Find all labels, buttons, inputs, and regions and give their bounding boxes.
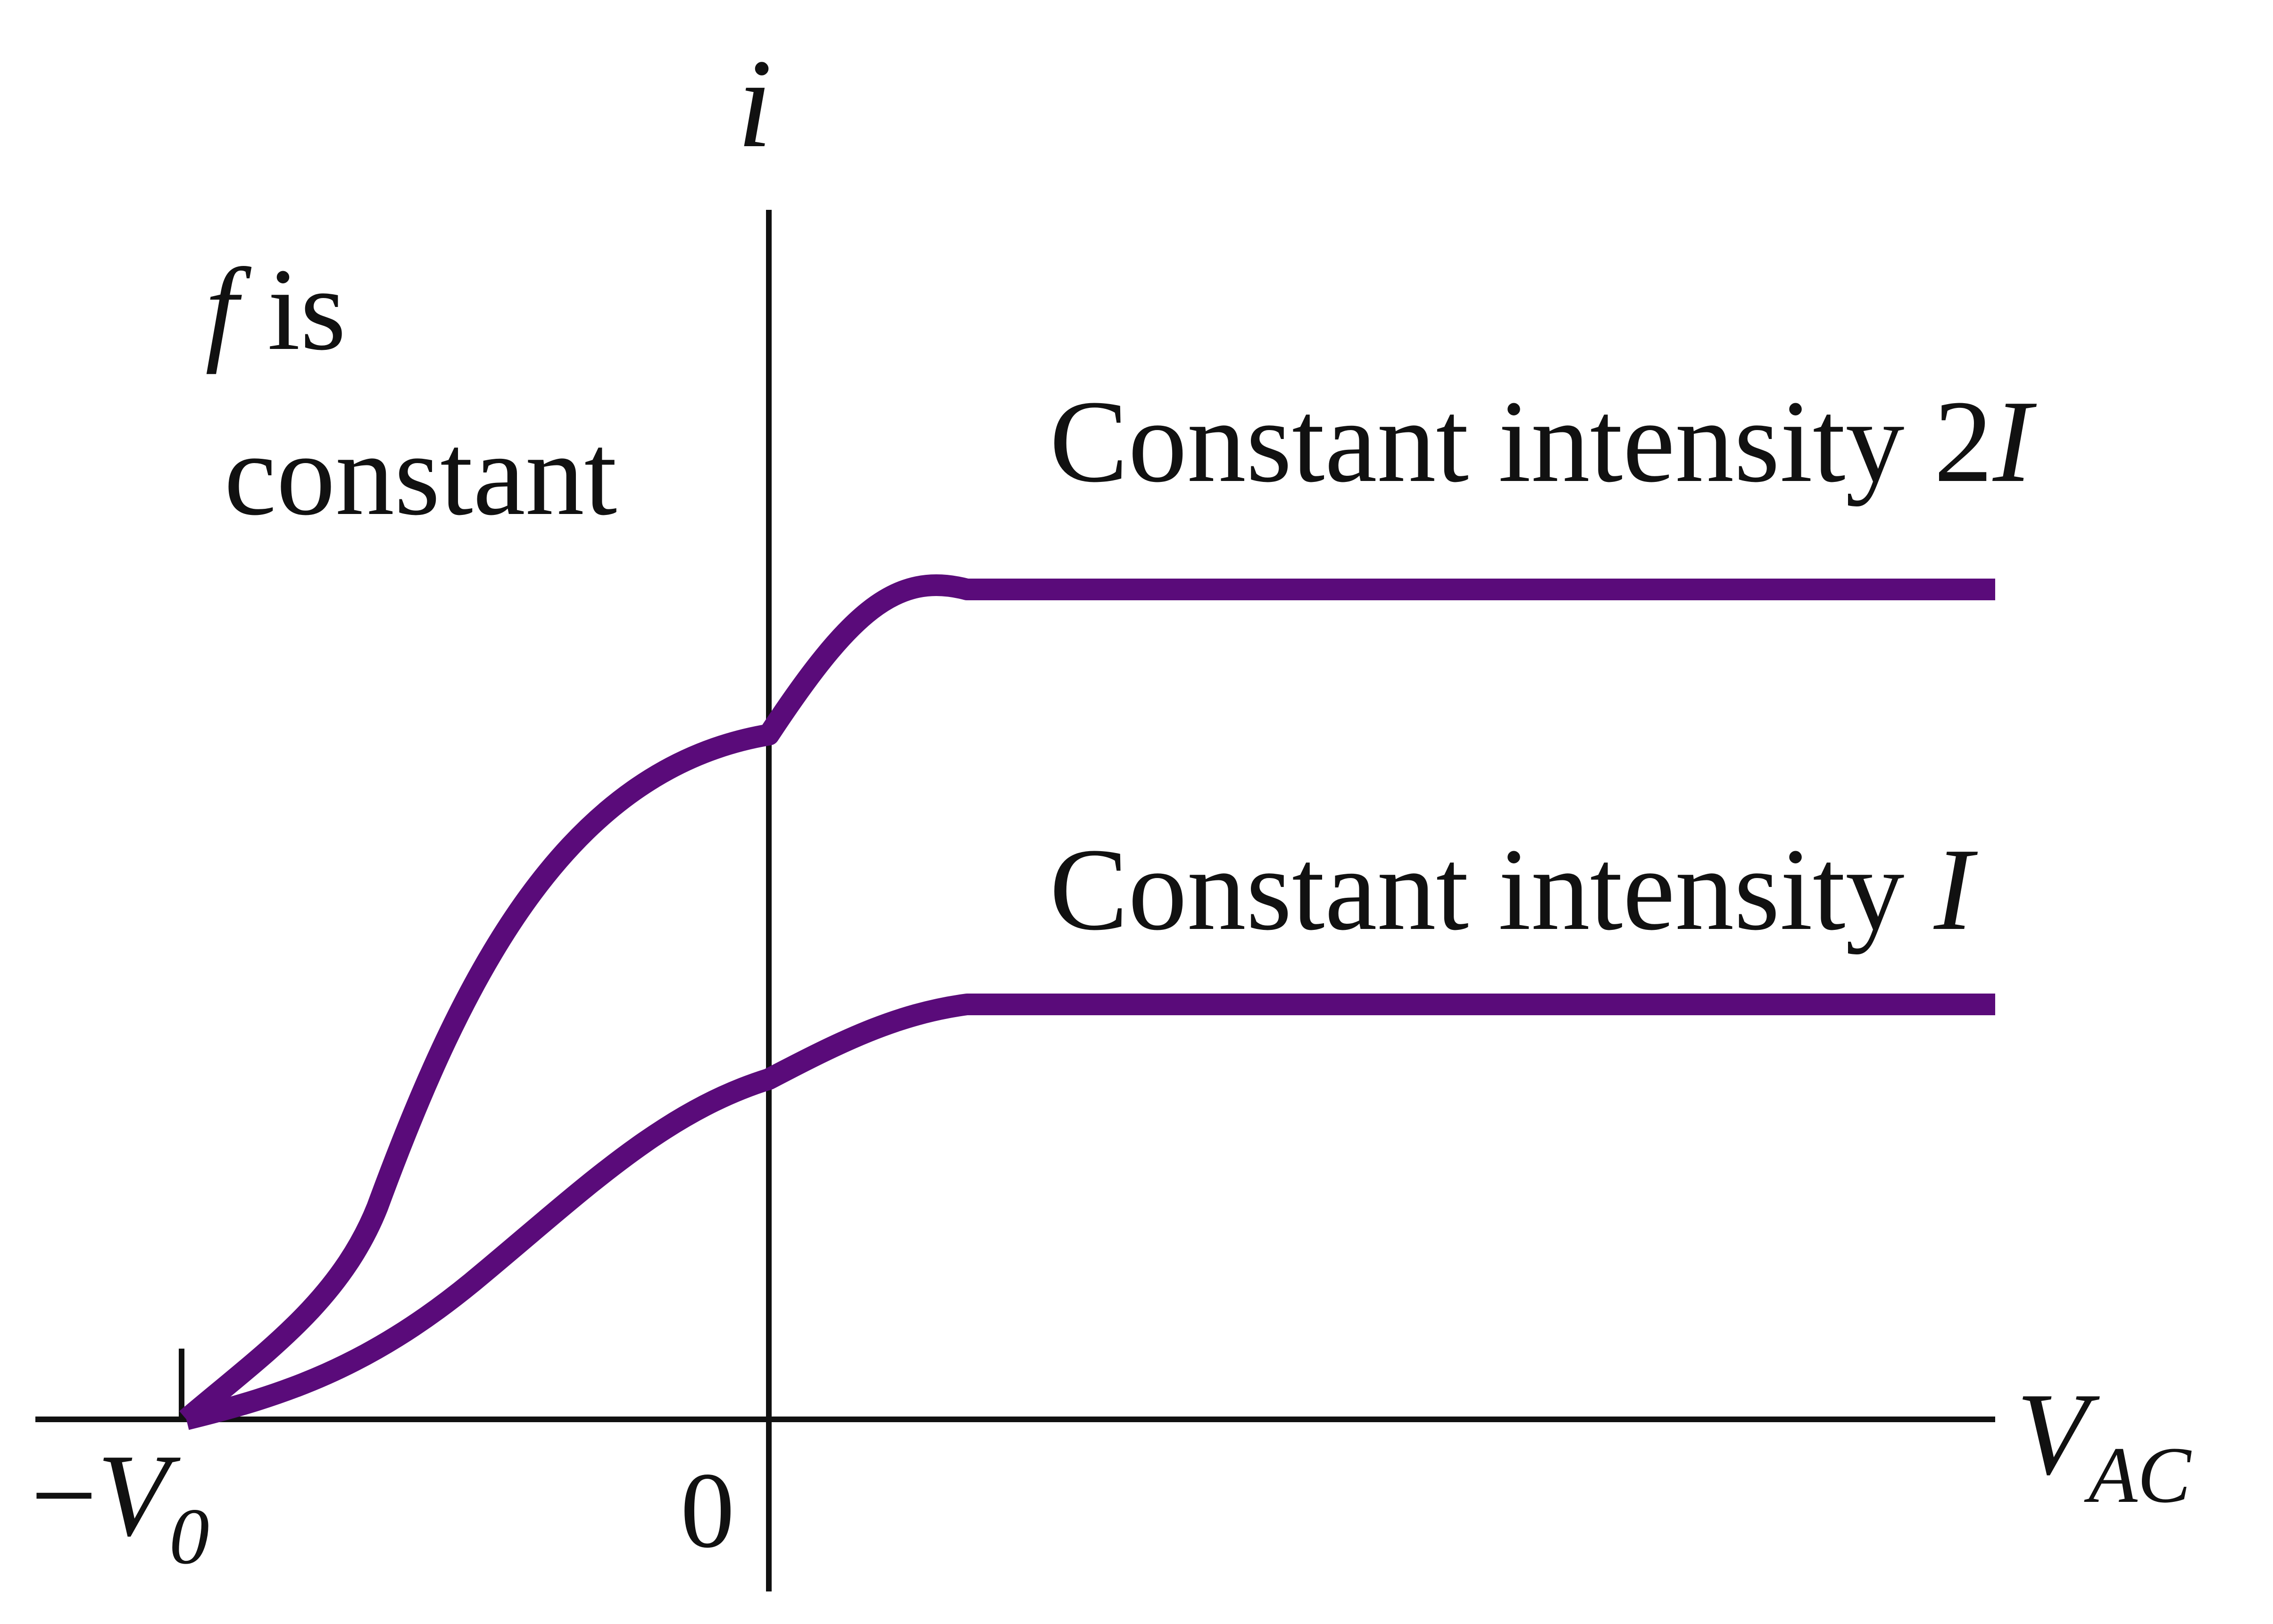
annotation-frequency-constant-line2: constant (224, 409, 617, 540)
series-line-intensity-2i (179, 574, 1995, 1428)
x-axis-label: VAC (2016, 1369, 2192, 1519)
series-label-intensity-i: Constant intensity I (1049, 824, 1978, 955)
annotation-frequency-constant: f is (205, 244, 346, 375)
y-axis-label: i (737, 33, 772, 174)
series-line-intensity-i (183, 994, 1995, 1430)
tick-label-stopping-potential: −V0 (31, 1430, 209, 1581)
series-label-intensity-2i: Constant intensity 2I (1049, 376, 2037, 507)
tick-label-origin: 0 (681, 1450, 735, 1570)
